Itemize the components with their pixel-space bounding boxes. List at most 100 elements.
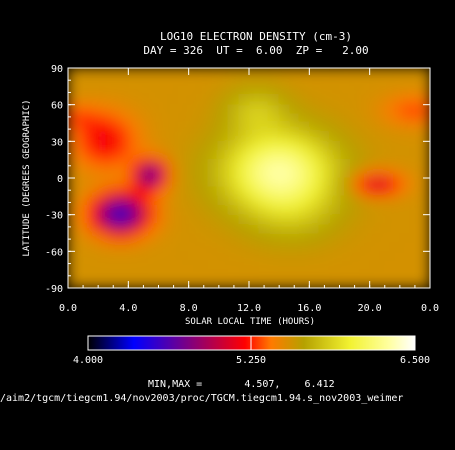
heatmap-cell	[308, 195, 320, 206]
heatmap-cell	[379, 122, 391, 133]
heatmap-cell	[97, 232, 109, 243]
heatmap-cell	[208, 241, 220, 252]
heatmap-cell	[147, 95, 159, 106]
heatmap-cell	[308, 205, 320, 216]
heatmap-cell	[117, 76, 129, 87]
heatmap-cell	[379, 241, 391, 252]
x-tick-label: 0.0	[421, 303, 439, 314]
heatmap-cell	[117, 232, 129, 243]
heatmap-cell	[208, 260, 220, 271]
heatmap-cell	[158, 122, 170, 133]
heatmap-cell	[127, 140, 139, 151]
heatmap-cell	[349, 205, 361, 216]
heatmap-cell	[238, 223, 250, 234]
heatmap-cell	[147, 104, 159, 115]
heatmap-cell	[369, 85, 381, 96]
heatmap-cell	[117, 85, 129, 96]
heatmap-cell	[399, 95, 411, 106]
heatmap-cell	[168, 260, 180, 271]
heatmap-cell	[107, 205, 119, 216]
heatmap-cell	[339, 223, 351, 234]
heatmap-cell	[258, 104, 270, 115]
heatmap-cell	[228, 214, 240, 225]
y-tick-label: 90	[51, 64, 63, 75]
heatmap-cell	[198, 269, 210, 280]
heatmap-cell	[238, 159, 250, 170]
heatmap-cell	[158, 205, 170, 216]
heatmap-cell	[419, 159, 430, 170]
heatmap-cell	[369, 250, 381, 261]
heatmap-cell	[379, 269, 391, 280]
heatmap-cell	[339, 159, 351, 170]
heatmap-cell	[369, 95, 381, 106]
heatmap-cell	[137, 205, 149, 216]
heatmap-cell	[349, 250, 361, 261]
heatmap-cell	[419, 122, 430, 133]
heatmap-cell	[308, 232, 320, 243]
heatmap-cell	[248, 214, 260, 225]
heatmap-cell	[278, 76, 290, 87]
heatmap-cell	[369, 104, 381, 115]
heatmap-cell	[68, 113, 79, 124]
heatmap-cell	[228, 177, 240, 188]
heatmap-cell	[379, 260, 391, 271]
heatmap-cell	[107, 278, 119, 288]
heatmap-cell	[318, 205, 330, 216]
heatmap-cell	[359, 131, 371, 142]
heatmap-cell	[278, 122, 290, 133]
heatmap-cell	[87, 122, 99, 133]
heatmap-cell	[77, 241, 89, 252]
heatmap-cell	[389, 150, 401, 161]
heatmap-cell	[349, 113, 361, 124]
heatmap-cell	[278, 232, 290, 243]
heatmap-cell	[218, 113, 230, 124]
heatmap-cell	[359, 168, 371, 179]
heatmap-cell	[278, 186, 290, 197]
heatmap-cell	[268, 241, 280, 252]
heatmap-cell	[339, 205, 351, 216]
heatmap-cell	[198, 85, 210, 96]
heatmap-cell	[137, 85, 149, 96]
heatmap-cell	[117, 214, 129, 225]
heatmap-cell	[339, 168, 351, 179]
heatmap-cell	[288, 122, 300, 133]
heatmap-cell	[409, 186, 421, 197]
heatmap-cell	[228, 140, 240, 151]
heatmap-cell	[298, 140, 310, 151]
heatmap-cell	[137, 269, 149, 280]
heatmap-cell	[308, 250, 320, 261]
heatmap-cell	[349, 232, 361, 243]
heatmap-cell	[389, 104, 401, 115]
heatmap-cell	[77, 186, 89, 197]
heatmap-cell	[268, 150, 280, 161]
heatmap-cell	[147, 205, 159, 216]
heatmap-cell	[409, 168, 421, 179]
heatmap-cell	[87, 223, 99, 234]
heatmap-cell	[218, 205, 230, 216]
heatmap-cell	[87, 159, 99, 170]
heatmap-cell	[318, 223, 330, 234]
heatmap-cell	[168, 168, 180, 179]
heatmap-cell	[127, 76, 139, 87]
heatmap-cell	[117, 278, 129, 288]
heatmap-cell	[419, 241, 430, 252]
heatmap-cell	[77, 95, 89, 106]
heatmap-cell	[419, 177, 430, 188]
heatmap-cell	[238, 122, 250, 133]
heatmap-cell	[318, 140, 330, 151]
heatmap-cell	[359, 177, 371, 188]
heatmap-cell	[117, 177, 129, 188]
heatmap-cell	[369, 186, 381, 197]
x-tick-label: 4.0	[119, 303, 137, 314]
heatmap-cell	[278, 278, 290, 288]
heatmap-cell	[97, 68, 109, 78]
heatmap-cell	[258, 223, 270, 234]
heatmap-cell	[218, 186, 230, 197]
heatmap-cell	[409, 269, 421, 280]
heatmap-cell	[328, 140, 340, 151]
heatmap-cell	[107, 159, 119, 170]
heatmap-cell	[147, 214, 159, 225]
heatmap-cell	[168, 95, 180, 106]
heatmap-cell	[218, 223, 230, 234]
heatmap-cell	[318, 104, 330, 115]
